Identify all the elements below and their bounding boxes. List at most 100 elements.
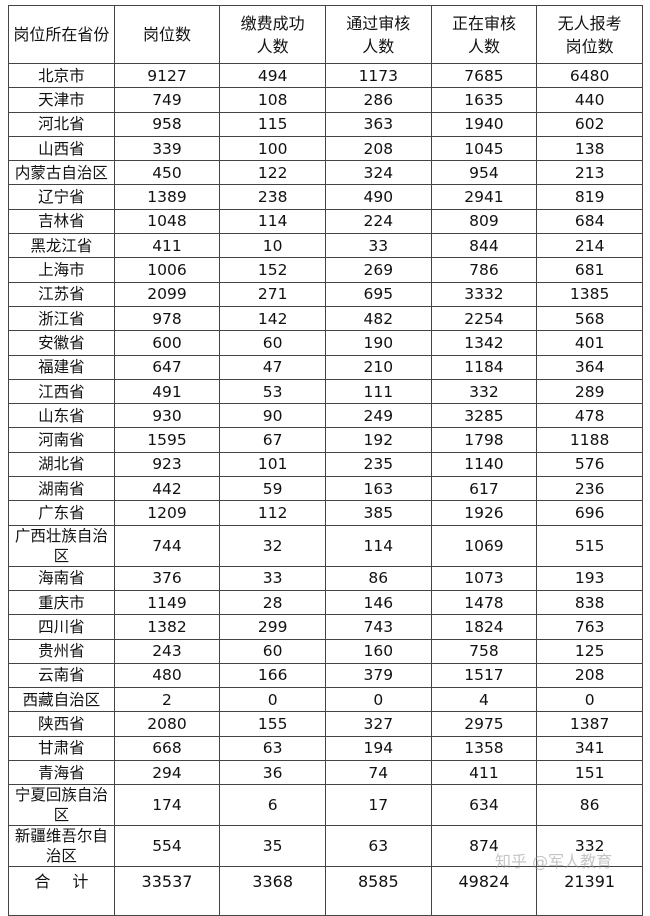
province-cell: 山东省 <box>8 403 115 429</box>
table-row: 广西壮族自治区 744 32 114 1069 515 <box>8 524 643 567</box>
value-cell: 568 <box>536 305 643 332</box>
value-cell: 490 <box>324 184 432 210</box>
value-cell: 33 <box>324 233 432 259</box>
value-cell: 385 <box>324 500 432 526</box>
province-cell: 河北省 <box>8 111 115 137</box>
value-cell: 4 <box>430 687 538 713</box>
table-row: 山西省 339 100 208 1045 138 <box>8 135 643 162</box>
value-cell: 101 <box>219 451 326 478</box>
total-cell: 33537 <box>113 866 221 916</box>
value-cell: 401 <box>536 330 643 356</box>
value-cell: 491 <box>113 378 221 405</box>
value-cell: 480 <box>113 662 221 689</box>
value-cell: 1358 <box>430 735 538 762</box>
province-cell: 上海市 <box>8 257 115 283</box>
value-cell: 2080 <box>113 711 221 737</box>
value-cell: 440 <box>536 87 643 113</box>
value-cell: 286 <box>324 87 432 113</box>
province-cell: 辽宁省 <box>8 184 115 210</box>
province-cell: 山西省 <box>8 135 115 162</box>
table-row: 广东省 1209 112 385 1926 696 <box>8 500 643 526</box>
value-cell: 1798 <box>430 427 538 453</box>
value-cell: 142 <box>219 305 326 332</box>
value-cell: 208 <box>536 662 643 689</box>
table-row: 湖南省 442 59 163 617 236 <box>8 476 643 502</box>
value-cell: 758 <box>430 638 538 664</box>
table-row: 浙江省 978 142 482 2254 568 <box>8 305 643 332</box>
value-cell: 114 <box>324 524 432 567</box>
table-row: 重庆市 1149 28 146 1478 838 <box>8 589 643 616</box>
header-paid: 缴费成功 人数 <box>219 5 326 64</box>
value-cell: 668 <box>113 735 221 762</box>
header-province: 岗位所在省份 <box>8 5 115 64</box>
value-cell: 2099 <box>113 281 221 307</box>
province-cell: 北京市 <box>8 62 115 89</box>
value-cell: 163 <box>324 476 432 502</box>
value-cell: 67 <box>219 427 326 453</box>
value-cell: 35 <box>219 825 326 868</box>
value-cell: 332 <box>430 378 538 405</box>
value-cell: 1926 <box>430 500 538 526</box>
value-cell: 213 <box>536 160 643 186</box>
value-cell: 838 <box>536 589 643 616</box>
province-cell: 海南省 <box>8 565 115 591</box>
value-cell: 515 <box>536 524 643 567</box>
value-cell: 236 <box>536 476 643 502</box>
province-cell: 内蒙古自治区 <box>8 160 115 186</box>
value-cell: 155 <box>219 711 326 737</box>
value-cell: 63 <box>219 735 326 762</box>
value-cell: 2941 <box>430 184 538 210</box>
province-cell: 河南省 <box>8 427 115 453</box>
province-cell: 新疆维吾尔自治区 <box>8 825 115 868</box>
value-cell: 954 <box>430 160 538 186</box>
table-row: 西藏自治区 2 0 0 4 0 <box>8 687 643 713</box>
value-cell: 600 <box>113 330 221 356</box>
table-row: 黑龙江省 411 10 33 844 214 <box>8 233 643 259</box>
value-cell: 243 <box>113 638 221 664</box>
value-cell: 269 <box>324 257 432 283</box>
value-cell: 763 <box>536 614 643 640</box>
value-cell: 411 <box>113 233 221 259</box>
table-row: 海南省 376 33 86 1073 193 <box>8 565 643 591</box>
table-row: 陕西省 2080 155 327 2975 1387 <box>8 711 643 737</box>
value-cell: 450 <box>113 160 221 186</box>
province-cell: 黑龙江省 <box>8 233 115 259</box>
value-cell: 1006 <box>113 257 221 283</box>
value-cell: 210 <box>324 354 432 380</box>
value-cell: 2975 <box>430 711 538 737</box>
value-cell: 744 <box>113 524 221 567</box>
table-row: 河北省 958 115 363 1940 602 <box>8 111 643 137</box>
value-cell: 115 <box>219 111 326 137</box>
value-cell: 0 <box>219 687 326 713</box>
value-cell: 696 <box>536 500 643 526</box>
province-cell: 广西壮族自治区 <box>8 524 115 567</box>
value-cell: 208 <box>324 135 432 162</box>
header-no-applicants: 无人报考 岗位数 <box>536 5 643 64</box>
value-cell: 36 <box>219 760 326 786</box>
value-cell: 6 <box>219 784 326 827</box>
value-cell: 60 <box>219 330 326 356</box>
value-cell: 138 <box>536 135 643 162</box>
value-cell: 224 <box>324 208 432 235</box>
value-cell: 364 <box>536 354 643 380</box>
value-cell: 1188 <box>536 427 643 453</box>
value-cell: 146 <box>324 589 432 616</box>
value-cell: 289 <box>536 378 643 405</box>
value-cell: 53 <box>219 378 326 405</box>
value-cell: 3332 <box>430 281 538 307</box>
province-cell: 江苏省 <box>8 281 115 307</box>
value-cell: 214 <box>536 233 643 259</box>
value-cell: 695 <box>324 281 432 307</box>
value-cell: 363 <box>324 111 432 137</box>
table-row: 云南省 480 166 379 1517 208 <box>8 662 643 689</box>
value-cell: 923 <box>113 451 221 478</box>
value-cell: 59 <box>219 476 326 502</box>
province-cell: 福建省 <box>8 354 115 380</box>
total-label: 合计 <box>8 866 115 916</box>
value-cell: 341 <box>536 735 643 762</box>
province-cell: 天津市 <box>8 87 115 113</box>
table-row: 吉林省 1048 114 224 809 684 <box>8 208 643 235</box>
province-cell: 湖北省 <box>8 451 115 478</box>
value-cell: 602 <box>536 111 643 137</box>
total-row: 合计 33537 3368 8585 49824 21391 <box>8 866 643 916</box>
